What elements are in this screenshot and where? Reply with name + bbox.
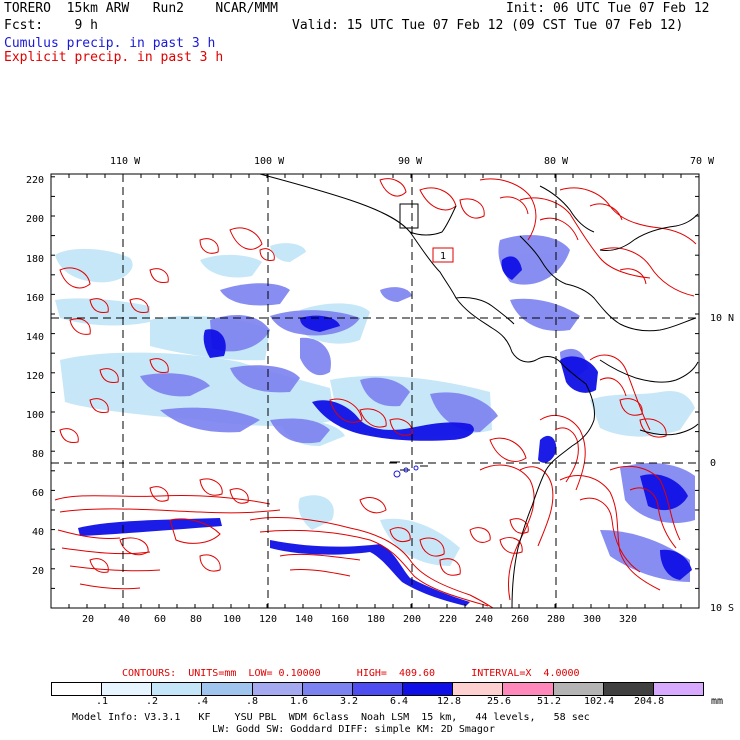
y-tick-140: 140 bbox=[26, 332, 45, 343]
model-info: Model Info: V3.3.1 KF YSU PBL WDM 6class… bbox=[72, 712, 590, 723]
y-tick-60: 60 bbox=[32, 488, 45, 499]
contour-info: CONTOURS: UNITS=mm LOW= 0.10000 HIGH= 40… bbox=[122, 668, 580, 679]
x-tick-140: 140 bbox=[295, 614, 314, 625]
colorbar-label-6: 6.4 bbox=[390, 696, 409, 707]
colorbar-label-2: .4 bbox=[196, 696, 209, 707]
colorbar-label-7: 12.8 bbox=[437, 696, 462, 707]
lon-label-110w: 110 W bbox=[110, 156, 141, 167]
colorbar-swatch bbox=[301, 683, 352, 695]
colorbar-label-4: 1.6 bbox=[290, 696, 309, 707]
colorbar-label-5: 3.2 bbox=[340, 696, 359, 707]
x-tick-280: 280 bbox=[547, 614, 566, 625]
y-tick-40: 40 bbox=[32, 527, 45, 538]
init-time: Init: 06 UTC Tue 07 Feb 12 bbox=[506, 1, 710, 16]
precip-colorbar bbox=[51, 682, 704, 696]
x-tick-120: 120 bbox=[259, 614, 278, 625]
colorbar-label-11: 204.8 bbox=[634, 696, 665, 707]
colorbar-swatch bbox=[52, 683, 102, 695]
x-tick-320: 320 bbox=[619, 614, 638, 625]
y-tick-160: 160 bbox=[26, 293, 45, 304]
lat-label-0: 0 bbox=[710, 458, 717, 469]
x-tick-260: 260 bbox=[511, 614, 530, 625]
explicit-legend-label: Explicit precip. in past 3 h bbox=[4, 50, 224, 65]
colorbar-swatch bbox=[552, 683, 603, 695]
colorbar-swatch bbox=[151, 683, 202, 695]
lat-lon-grid bbox=[51, 174, 699, 608]
lon-label-80w: 80 W bbox=[544, 156, 569, 167]
x-tick-220: 220 bbox=[439, 614, 458, 625]
colorbar-label-9: 51.2 bbox=[537, 696, 562, 707]
x-tick-60: 60 bbox=[154, 614, 167, 625]
lon-label-90w: 90 W bbox=[398, 156, 423, 167]
x-tick-200: 200 bbox=[403, 614, 422, 625]
colorbar-swatch bbox=[502, 683, 553, 695]
lat-label-10n: 10 N bbox=[710, 313, 735, 324]
x-tick-80: 80 bbox=[190, 614, 203, 625]
model-title: TORERO 15km ARW Run2 NCAR/MMM bbox=[4, 1, 278, 16]
colorbar-unit: mm bbox=[711, 696, 724, 707]
heavy-precip-areas bbox=[78, 256, 692, 606]
y-tick-220: 220 bbox=[26, 175, 45, 186]
colorbar-swatch bbox=[101, 683, 152, 695]
y-tick-100: 100 bbox=[26, 410, 45, 421]
light-precip-areas bbox=[55, 243, 695, 566]
forecast-hour: Fcst: 9 h bbox=[4, 18, 98, 33]
cumulus-legend-label: Cumulus precip. in past 3 h bbox=[4, 36, 216, 51]
y-tick-20: 20 bbox=[32, 566, 45, 577]
colorbar-swatch bbox=[452, 683, 503, 695]
explicit-precip-contours bbox=[54, 178, 697, 608]
x-tick-180: 180 bbox=[367, 614, 386, 625]
y-tick-80: 80 bbox=[32, 449, 45, 460]
colorbar-label-0: .1 bbox=[96, 696, 109, 707]
y-tick-180: 180 bbox=[26, 254, 45, 265]
x-tick-160: 160 bbox=[331, 614, 350, 625]
lon-label-70w: 70 W bbox=[690, 156, 715, 167]
x-tick-20: 20 bbox=[82, 614, 95, 625]
x-tick-240: 240 bbox=[475, 614, 494, 625]
galapagos-islands bbox=[393, 465, 419, 478]
coastlines bbox=[259, 174, 699, 608]
colorbar-swatch bbox=[251, 683, 302, 695]
colorbar-swatch bbox=[402, 683, 453, 695]
axis-ticks bbox=[50, 174, 700, 609]
x-tick-100: 100 bbox=[223, 614, 242, 625]
x-tick-40: 40 bbox=[118, 614, 131, 625]
colorbar-swatch bbox=[602, 683, 653, 695]
lat-label-10s: 10 S bbox=[710, 603, 735, 614]
valid-time: Valid: 15 UTC Tue 07 Feb 12 (09 CST Tue … bbox=[292, 18, 684, 33]
lon-label-100w: 100 W bbox=[254, 156, 285, 167]
colorbar-swatch bbox=[652, 683, 704, 695]
colorbar-label-10: 102.4 bbox=[584, 696, 615, 707]
physics-info: LW: Godd SW: Goddard DIFF: simple KM: 2D… bbox=[212, 724, 495, 735]
x-tick-300: 300 bbox=[583, 614, 602, 625]
colorbar-swatch bbox=[201, 683, 252, 695]
y-tick-120: 120 bbox=[26, 371, 45, 382]
colorbar-label-3: .8 bbox=[246, 696, 259, 707]
high-marker-label: 1 bbox=[440, 251, 446, 262]
high-marker-box bbox=[432, 247, 454, 263]
colorbar-swatch bbox=[351, 683, 403, 695]
colorbar-label-8: 25.6 bbox=[487, 696, 512, 707]
y-tick-200: 200 bbox=[26, 214, 45, 225]
colorbar-label-1: .2 bbox=[146, 696, 159, 707]
